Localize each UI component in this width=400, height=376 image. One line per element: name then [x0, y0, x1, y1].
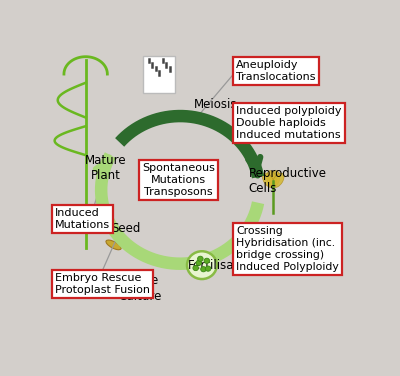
Ellipse shape [267, 171, 276, 186]
Text: Meiosis: Meiosis [194, 98, 238, 111]
Text: Spontaneous
Mutations
Transposons: Spontaneous Mutations Transposons [142, 163, 215, 197]
Circle shape [204, 258, 210, 264]
FancyBboxPatch shape [143, 56, 175, 92]
Ellipse shape [106, 240, 121, 250]
Text: Crossing
Hybridisation (inc.
bridge crossing)
Induced Polyploidy: Crossing Hybridisation (inc. bridge cros… [236, 226, 339, 272]
Ellipse shape [270, 171, 280, 186]
Circle shape [187, 251, 217, 279]
Text: Aneuploidy
Translocations: Aneuploidy Translocations [236, 60, 316, 82]
Text: Induced polyploidy
Double haploids
Induced mutations: Induced polyploidy Double haploids Induc… [236, 106, 342, 140]
Text: Tissue
Culture: Tissue Culture [118, 274, 162, 303]
Text: Fertilisation: Fertilisation [188, 259, 257, 271]
Text: Reproductive
Cells: Reproductive Cells [248, 167, 326, 196]
Text: Seed: Seed [111, 223, 141, 235]
Circle shape [205, 266, 211, 271]
Text: Embryo Rescue
Protoplast Fusion: Embryo Rescue Protoplast Fusion [55, 273, 150, 295]
Circle shape [198, 256, 203, 261]
Text: Induced
Mutations: Induced Mutations [55, 208, 110, 230]
Text: Mature
Plant: Mature Plant [85, 154, 127, 182]
Ellipse shape [272, 173, 284, 188]
Circle shape [196, 260, 202, 265]
Circle shape [201, 267, 206, 272]
Circle shape [193, 265, 198, 271]
Ellipse shape [262, 173, 274, 188]
